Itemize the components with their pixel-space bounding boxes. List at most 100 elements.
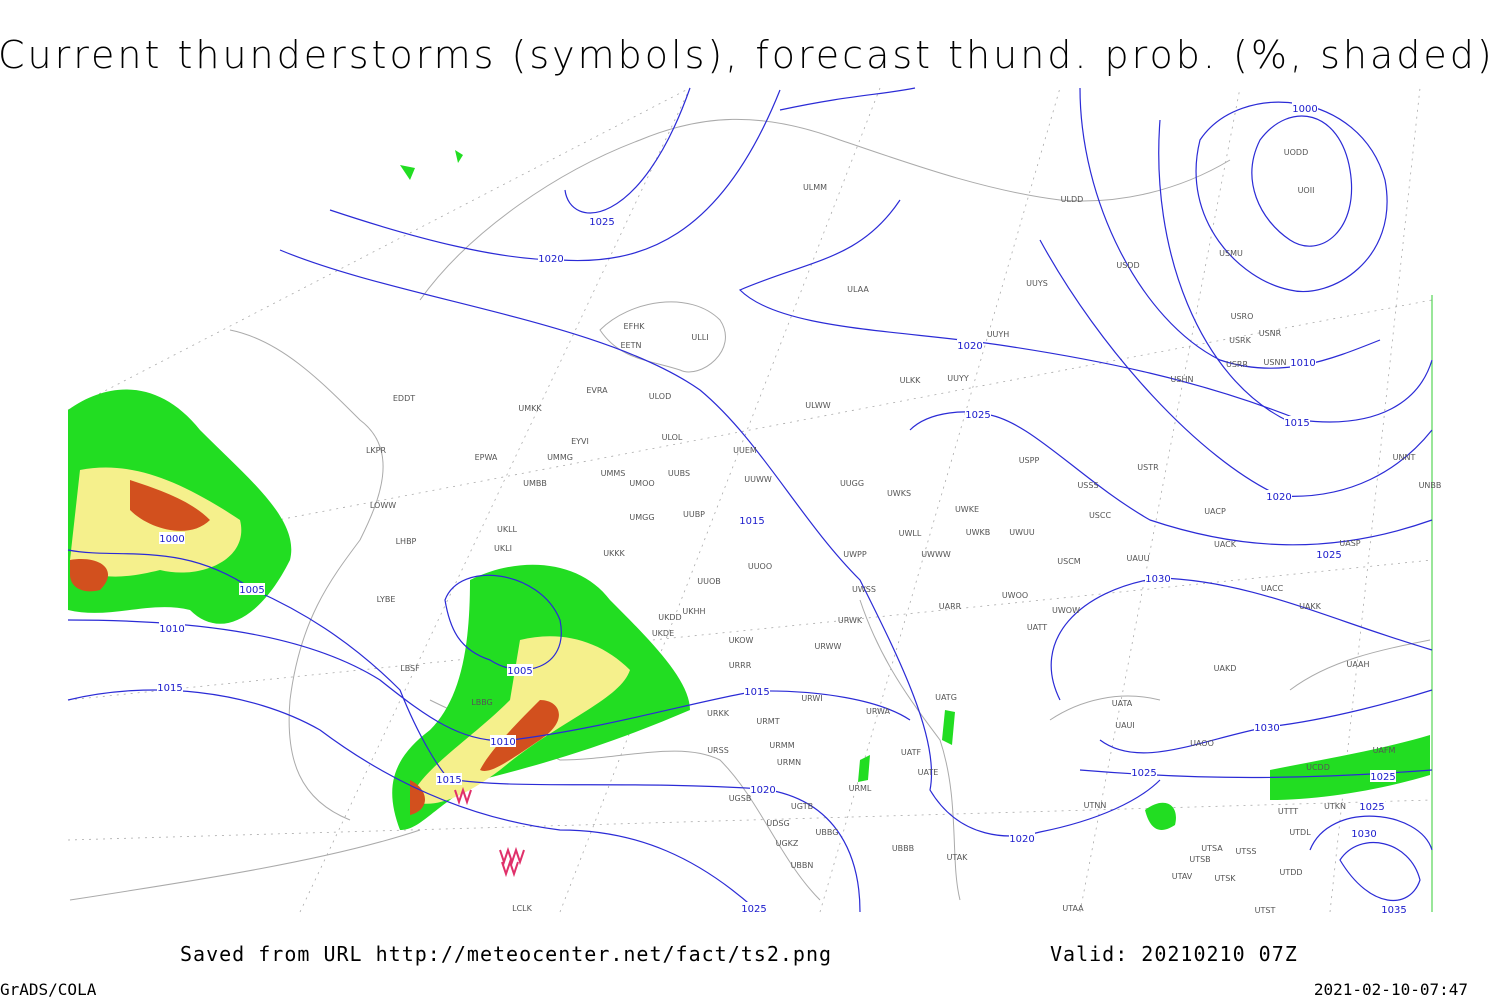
station-code: USNR [1259,329,1282,338]
isobar-label: 1000 [1292,104,1317,115]
station-code: LYBE [377,595,396,604]
isobar-label: 1025 [741,904,766,915]
station-code: EFHK [624,322,646,331]
station-code: UWKE [955,505,979,514]
station-code: UBBB [892,844,914,853]
isobar-labels: 1025 1020 1000 1010 1015 1020 1025 1020 1025 1030… [157,102,1407,916]
isobar-label-bg [1292,102,1318,114]
isobar-label-bg [1284,416,1310,428]
graticule [67,87,1433,913]
station-code: EDDT [393,394,415,403]
isobar-label: 1035 [1381,905,1406,916]
isobar-label-bg [1359,800,1385,812]
isobar-label-bg [157,681,183,693]
isobar-label-bg [538,252,564,264]
station-code: UWOW [1052,606,1080,615]
station-code: UMMG [547,453,573,462]
station-code: UKDD [658,613,681,622]
station-code: USCC [1089,511,1112,520]
isobar-label: 1030 [1145,574,1170,585]
station-code: ULOL [662,433,683,442]
station-code: UMMS [601,469,626,478]
station-code: UUOB [697,577,721,586]
station-code: URMM [769,741,794,750]
station-code: UATA [1112,699,1133,708]
station-code: UAKD [1214,664,1237,673]
station-code: LBBG [471,698,493,707]
station-code: UWOO [1002,591,1028,600]
isobar-label-bg [159,532,185,544]
station-code: EPWA [475,453,498,462]
isobar-label: 1025 [589,217,614,228]
station-code: ULDD [1061,195,1084,204]
station-code: UACC [1261,584,1284,593]
isobar-label-bg [436,773,462,785]
isobar-label: 1000 [159,534,184,545]
station-code: UKLI [494,544,512,553]
station-code: UWPP [843,550,867,559]
isobar-label: 1025 [1131,768,1156,779]
station-code: UARR [939,602,962,611]
isobar-label: 1020 [1266,492,1291,503]
station-code: UUYY [947,374,969,383]
isobar-label: 1010 [159,624,184,635]
station-code: ULLI [691,333,708,342]
isobar-label-bg [1381,903,1407,915]
station-labels: ULMM ULDD UODD UOII USDD USMU ULAA UUYS USRO USNR… [366,148,1441,915]
timestamp: 2021-02-10-07:47 [1314,980,1468,999]
station-code: UTAK [947,853,969,862]
station-code: UMOO [629,479,654,488]
software-credit: GrADS/COLA [0,980,97,999]
station-code: UATG [935,693,957,702]
isobar-label-bg [1316,548,1342,560]
station-code: URMT [756,717,779,726]
station-code: UTAA [1062,904,1084,913]
isobar-label-bg [507,664,533,676]
isobar-label: 1020 [1009,834,1034,845]
station-code: LCLK [512,904,533,913]
station-code: ULMM [803,183,827,192]
station-code: UUOO [748,562,772,571]
station-code: USRO [1231,312,1254,321]
station-code: UTAV [1172,872,1193,881]
station-code: LHBP [396,537,417,546]
station-code: URML [849,784,872,793]
thunderstorm-symbols [454,786,525,878]
isobar-label-bg [1009,832,1035,844]
isobar-label-bg [1290,356,1316,368]
map-frame [67,87,1433,913]
station-code: UAOO [1190,739,1214,748]
station-code: UTST [1255,906,1276,915]
station-code: UGKZ [776,839,799,848]
isobar-label-bg [1254,721,1280,733]
station-code: UCDD [1306,763,1330,772]
station-code: UASP [1339,539,1360,548]
isobar-label: 1030 [1254,723,1279,734]
station-code: URSS [707,746,729,755]
station-code: URWK [838,616,863,625]
station-code: LBSF [400,664,420,673]
isobar-label-bg [239,583,265,595]
station-code: UMKK [518,404,542,413]
station-code: UWUU [1009,528,1035,537]
station-code: USDD [1116,261,1139,270]
isobar-label: 1025 [1370,772,1395,783]
station-code: ULOD [649,392,671,401]
station-code: UATT [1027,623,1047,632]
isobar-label: 1015 [1284,418,1309,429]
isobar-label-bg [739,514,765,526]
station-code: UTDD [1279,868,1302,877]
station-code: UWKB [966,528,991,537]
station-code: USTR [1137,463,1159,472]
station-code: URMN [777,758,801,767]
station-code: URWI [801,694,822,703]
isobar-label-bg [1351,827,1377,839]
station-code: UUYH [987,330,1010,339]
station-code: ULWW [805,401,830,410]
station-code: LOWW [370,501,396,510]
station-code: UTSK [1214,874,1236,883]
isobar-label: 1020 [538,254,563,265]
station-code: UKKK [603,549,625,558]
station-code: UUBP [683,510,705,519]
